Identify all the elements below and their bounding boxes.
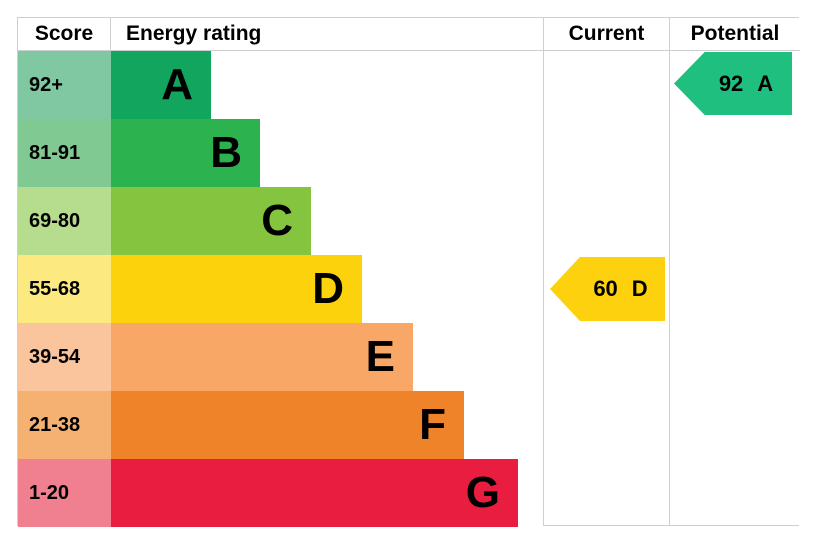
band-letter: G bbox=[465, 468, 500, 517]
current-column-header: Current bbox=[544, 18, 669, 51]
band-row: 1-20 G bbox=[18, 459, 543, 527]
current-rating-score: 60 bbox=[593, 276, 618, 301]
band-bar: E bbox=[111, 323, 413, 391]
band-bar: D bbox=[111, 255, 362, 323]
band-score-range: 21-38 bbox=[18, 391, 111, 459]
band-bar: C bbox=[111, 187, 311, 255]
band-letter: E bbox=[365, 332, 395, 381]
score-column-header: Score bbox=[18, 18, 111, 50]
band-letter: C bbox=[261, 196, 293, 245]
band-score-range: 69-80 bbox=[18, 187, 111, 255]
band-row: 69-80 C bbox=[18, 187, 543, 255]
band-letter: A bbox=[161, 60, 193, 109]
potential-rating-arrow: 92 A bbox=[674, 52, 792, 115]
band-row: 55-68 D bbox=[18, 255, 543, 323]
potential-rating-letter: A bbox=[757, 70, 774, 96]
current-column: Current 60 D bbox=[543, 18, 669, 525]
epc-table: Score Energy rating 92+ A 81-91 B 69-80 … bbox=[17, 17, 800, 527]
band-letter: B bbox=[210, 128, 242, 177]
band-row: 39-54 E bbox=[18, 323, 543, 391]
potential-column-header: Potential bbox=[670, 18, 800, 51]
current-rating-letter: D bbox=[631, 276, 648, 301]
current-rating-arrow: 60 D bbox=[550, 257, 665, 321]
band-row: 92+ A bbox=[18, 51, 543, 119]
band-bar: F bbox=[111, 391, 464, 459]
band-bar: A bbox=[111, 51, 211, 119]
band-bar: B bbox=[111, 119, 260, 187]
band-bar: G bbox=[111, 459, 518, 527]
band-score-range: 55-68 bbox=[18, 255, 111, 323]
band-score-range: 92+ bbox=[18, 51, 111, 119]
band-row: 21-38 F bbox=[18, 391, 543, 459]
band-score-range: 1-20 bbox=[18, 459, 111, 527]
energy-rating-column-header: Energy rating bbox=[126, 22, 262, 45]
band-letter: D bbox=[312, 264, 344, 313]
band-score-range: 39-54 bbox=[18, 323, 111, 391]
table-header: Score Energy rating bbox=[18, 18, 543, 51]
band-row: 81-91 B bbox=[18, 119, 543, 187]
potential-column: Potential 92 A bbox=[669, 18, 800, 525]
band-rows: 92+ A 81-91 B 69-80 C 55-68 D 39-54 E 21… bbox=[18, 51, 543, 527]
band-letter: F bbox=[419, 400, 446, 449]
potential-rating-score: 92 bbox=[718, 70, 744, 96]
band-score-range: 81-91 bbox=[18, 119, 111, 187]
